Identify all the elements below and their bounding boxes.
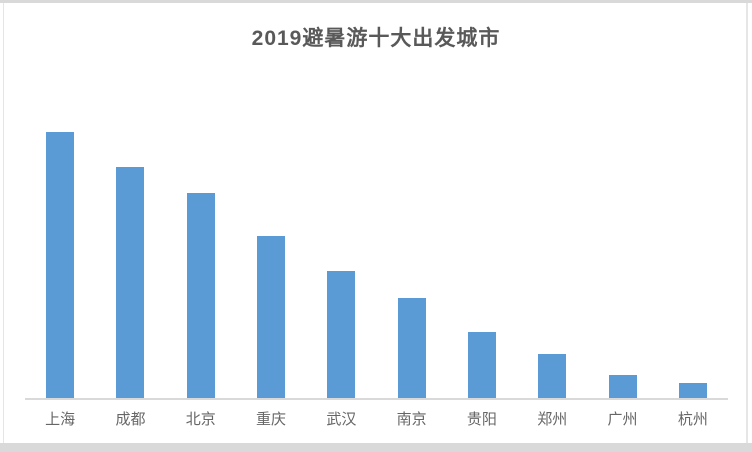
- x-axis-line: [25, 398, 728, 400]
- x-axis-label: 广州: [607, 411, 638, 428]
- frame-border-top: [0, 0, 752, 3]
- x-axis-label: 杭州: [677, 411, 708, 428]
- x-axis: 上海 成都 北京 重庆 武汉 南京 贵阳 郑州 广州 杭州: [25, 408, 728, 429]
- x-axis-label: 成都: [115, 411, 146, 428]
- x-axis-label: 郑州: [537, 411, 568, 428]
- bar: [46, 132, 75, 399]
- bar: [186, 193, 215, 399]
- chart-title: 2019避暑游十大出发城市: [251, 27, 501, 50]
- bar-slot: [95, 119, 165, 399]
- x-axis-label: 武汉: [326, 411, 357, 428]
- frame-border-right: [746, 3, 748, 443]
- bar: [678, 382, 707, 399]
- bar-slot: [587, 119, 657, 399]
- bar-slot: [25, 119, 95, 399]
- bar-slot: [376, 119, 446, 399]
- x-axis-label: 贵阳: [466, 411, 497, 428]
- x-axis-label: 南京: [396, 411, 427, 428]
- bar: [397, 297, 426, 399]
- bar: [538, 353, 567, 399]
- x-axis-label: 北京: [185, 411, 216, 428]
- bar: [467, 332, 496, 399]
- bar-slot: [517, 119, 587, 399]
- bar-slot: [236, 119, 306, 399]
- bar: [608, 374, 637, 399]
- frame-border-bottom: [0, 443, 752, 452]
- frame-border-left: [3, 3, 4, 443]
- bar-slot: [658, 119, 728, 399]
- x-axis-label: 重庆: [256, 411, 287, 428]
- bar-slot: [166, 119, 236, 399]
- bar: [327, 270, 356, 399]
- bar-slot: [306, 119, 376, 399]
- bar: [257, 236, 286, 399]
- bar-slot: [447, 119, 517, 399]
- x-axis-label: 上海: [45, 411, 76, 428]
- plot-area: [25, 119, 728, 399]
- bar: [116, 166, 145, 399]
